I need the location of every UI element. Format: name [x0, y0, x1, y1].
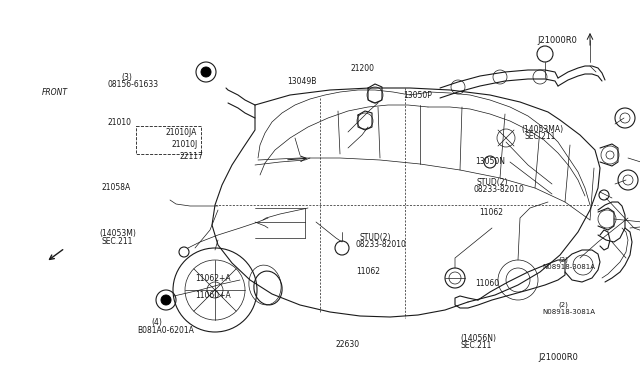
Text: 21010: 21010 — [108, 118, 132, 126]
Text: (4): (4) — [152, 318, 163, 327]
Text: 11060+A: 11060+A — [195, 291, 231, 300]
Text: 11062: 11062 — [479, 208, 503, 217]
Text: (2): (2) — [559, 256, 568, 263]
Text: (3): (3) — [122, 73, 132, 82]
Text: B081A0-6201A: B081A0-6201A — [138, 326, 195, 335]
Text: 22630: 22630 — [336, 340, 360, 349]
Text: (14053M): (14053M) — [99, 229, 136, 238]
Text: 13050N: 13050N — [475, 157, 505, 166]
Text: J21000R0: J21000R0 — [538, 353, 578, 362]
Text: N08918-3081A: N08918-3081A — [543, 310, 596, 315]
Text: 08156-61633: 08156-61633 — [108, 80, 159, 89]
Text: 22117: 22117 — [179, 152, 203, 161]
Text: 11060: 11060 — [475, 279, 499, 288]
Text: (14056N): (14056N) — [461, 334, 497, 343]
Text: 21010J: 21010J — [172, 140, 198, 149]
Text: 21010JA: 21010JA — [165, 128, 196, 137]
Text: STUD(2): STUD(2) — [477, 178, 508, 187]
Text: FRONT: FRONT — [42, 88, 68, 97]
Text: 21200: 21200 — [351, 64, 375, 73]
Text: SEC.211: SEC.211 — [525, 132, 556, 141]
Text: STUD(2): STUD(2) — [359, 233, 390, 242]
Text: 13050P: 13050P — [403, 92, 432, 100]
Text: 11062+A: 11062+A — [195, 274, 231, 283]
Text: (2): (2) — [559, 302, 568, 308]
Circle shape — [201, 67, 211, 77]
Text: 13049B: 13049B — [287, 77, 316, 86]
Circle shape — [161, 295, 171, 305]
Text: SEC.211: SEC.211 — [101, 237, 132, 246]
Text: 08233-82010: 08233-82010 — [474, 185, 524, 194]
Text: 21058A: 21058A — [101, 183, 131, 192]
Text: (14053MA): (14053MA) — [522, 125, 564, 134]
Text: N08918-3081A: N08918-3081A — [543, 264, 596, 270]
Text: SEC.211: SEC.211 — [461, 341, 492, 350]
Text: 08233-82010: 08233-82010 — [356, 240, 406, 249]
Text: J21000R0: J21000R0 — [538, 36, 577, 45]
Text: 11062: 11062 — [356, 267, 380, 276]
